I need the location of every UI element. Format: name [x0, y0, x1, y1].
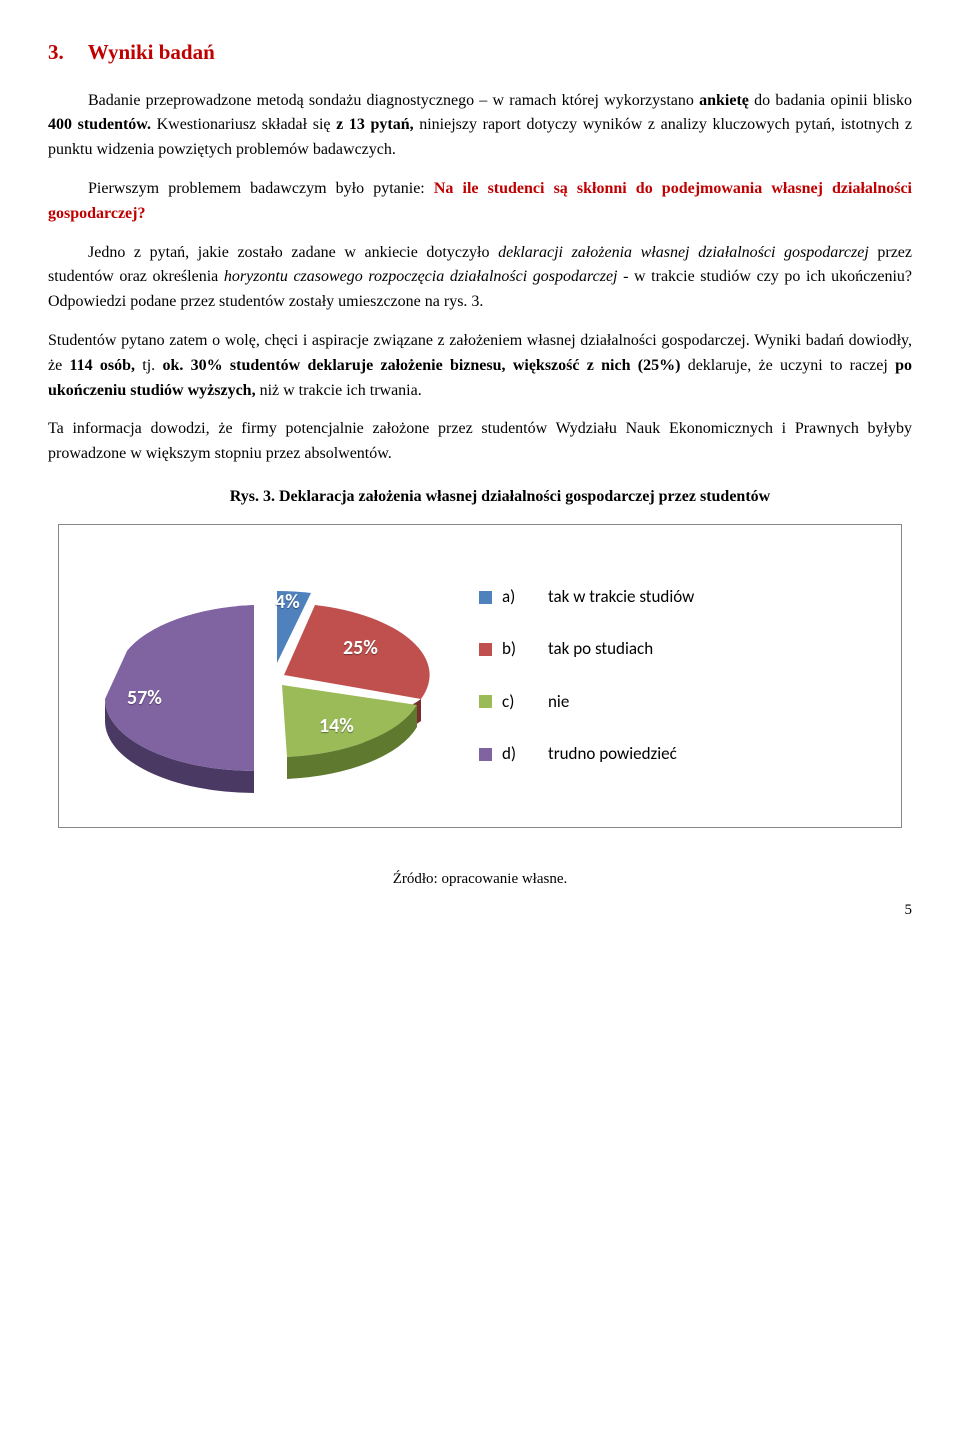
text: Badanie przeprowadzone metodą sondażu di…	[88, 92, 699, 109]
legend-item-c: c) nie	[479, 689, 881, 715]
legend-key: b)	[502, 636, 548, 662]
legend-item-b: b) tak po studiach	[479, 636, 881, 662]
chart-legend: a) tak w trakcie studiów b) tak po studi…	[479, 584, 881, 767]
pie-label-b: 25%	[343, 633, 378, 664]
legend-item-d: d) trudno powiedzieć	[479, 741, 881, 767]
legend-swatch	[479, 591, 492, 604]
figure-source: Źródło: opracowanie własne.	[48, 868, 912, 891]
legend-key: c)	[502, 689, 548, 715]
legend-swatch	[479, 695, 492, 708]
text: Jedno z pytań, jakie zostało zadane w an…	[88, 244, 498, 261]
text: do badania opinii blisko	[749, 92, 912, 109]
pie-svg	[79, 551, 449, 801]
text-bold: ankietę	[699, 92, 749, 109]
legend-text: trudno powiedzieć	[548, 741, 881, 767]
paragraph-1: Badanie przeprowadzone metodą sondażu di…	[48, 89, 912, 163]
legend-text: tak w trakcie studiów	[548, 584, 881, 610]
figure-caption: Rys. 3. Deklaracja założenia własnej dzi…	[48, 485, 912, 510]
text-italic: horyzontu czasowego rozpoczęcia działaln…	[224, 268, 618, 285]
page-number: 5	[48, 899, 912, 922]
legend-swatch	[479, 748, 492, 761]
text: Kwestionariusz składał się	[151, 116, 336, 133]
text: deklaruje, że uczyni to raczej	[680, 357, 895, 374]
legend-text: nie	[548, 689, 881, 715]
chart-container: 57% 4% 25% 14% a) tak w trakcie studiów …	[58, 524, 902, 828]
text: niż w trakcie ich trwania.	[256, 382, 422, 399]
text-italic: deklaracji założenia własnej działalnośc…	[498, 244, 869, 261]
paragraph-2: Pierwszym problemem badawczym było pytan…	[48, 177, 912, 227]
heading-number: 3.	[48, 40, 64, 64]
text: tj.	[135, 357, 162, 374]
pie-chart: 57% 4% 25% 14%	[79, 551, 449, 801]
legend-text: tak po studiach	[548, 636, 881, 662]
pie-label-d: 57%	[127, 683, 162, 714]
pie-label-a: 4%	[275, 587, 300, 618]
text: Pierwszym problemem badawczym było pytan…	[88, 180, 434, 197]
paragraph-5: Ta informacja dowodzi, że firmy potencja…	[48, 417, 912, 467]
heading-title: Wyniki badań	[88, 40, 215, 64]
text-bold: ok. 30% studentów deklaruje założenie bi…	[162, 357, 680, 374]
legend-key: d)	[502, 741, 548, 767]
paragraph-3: Jedno z pytań, jakie zostało zadane w an…	[48, 241, 912, 315]
text-bold: z 13 pytań,	[336, 116, 413, 133]
legend-item-a: a) tak w trakcie studiów	[479, 584, 881, 610]
paragraph-4: Studentów pytano zatem o wolę, chęci i a…	[48, 329, 912, 403]
text-bold: 114 osób,	[69, 357, 135, 374]
section-heading: 3. Wyniki badań	[48, 36, 912, 69]
legend-swatch	[479, 643, 492, 656]
pie-label-c: 14%	[319, 711, 354, 742]
text-bold: 400 studentów.	[48, 116, 151, 133]
legend-key: a)	[502, 584, 548, 610]
